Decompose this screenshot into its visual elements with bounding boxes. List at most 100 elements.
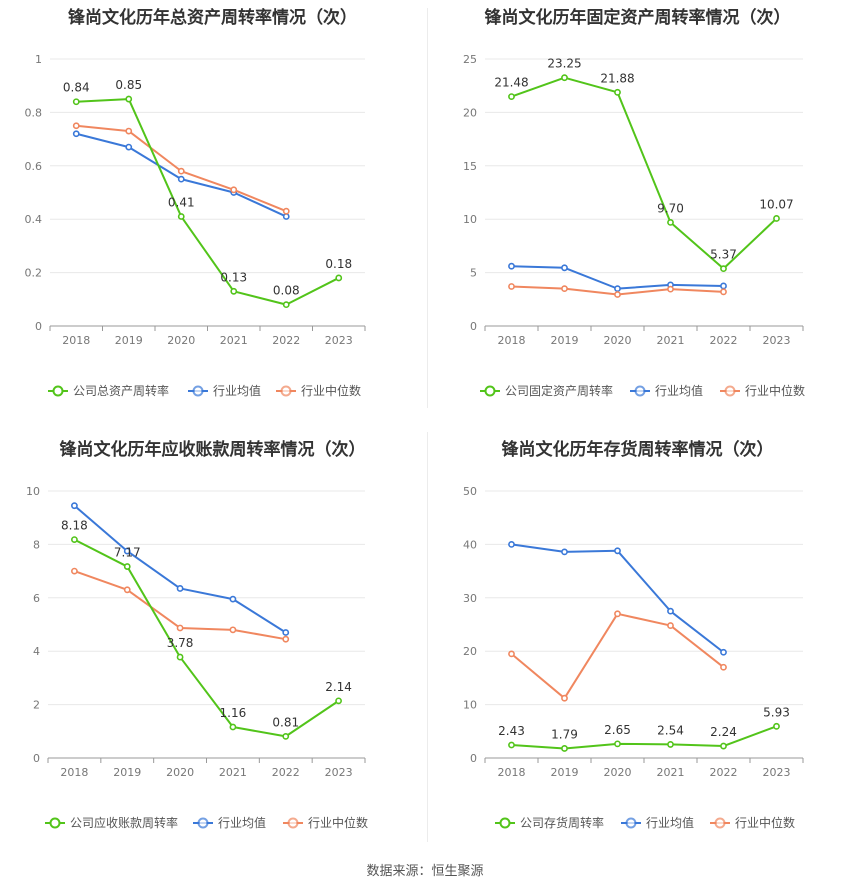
chart-svg: 0 0.2 0.4 0.6 0.8 1 2018 2019 2020 2021 2022 2023 0.… [25, 53, 366, 398]
x-tick-label: 2020 [604, 334, 632, 347]
x-tick-label: 2021 [219, 766, 247, 779]
data-point [561, 745, 568, 752]
x-tick-label: 2021 [657, 334, 685, 347]
data-point [561, 74, 568, 82]
legend-label: 行业中位数 [745, 383, 805, 398]
legend-label: 行业均值 [655, 383, 703, 398]
data-point [720, 742, 727, 750]
data-point [508, 283, 515, 290]
x-tick-label: 2021 [220, 334, 248, 347]
total-asset-turnover-chart: 锋尚文化历年总资产周转率情况（次） 0 0.2 0.4 0.6 0.8 1 2018 2019… [0, 0, 425, 420]
data-point [282, 732, 290, 740]
y-tick-label: 10 [463, 699, 477, 712]
data-point [125, 95, 133, 103]
x-tick-label: 2019 [551, 766, 579, 779]
data-point [508, 262, 515, 270]
y-tick-label: 5 [470, 267, 477, 280]
data-point [720, 288, 727, 296]
series-line [511, 76, 778, 270]
y-tick-label: 1 [35, 53, 42, 66]
data-label: 0.13 [220, 270, 247, 284]
y-tick-label: 10 [26, 485, 40, 498]
data-point [667, 219, 674, 226]
y-tick-label: 25 [463, 53, 477, 66]
legend-swatch-marker [287, 817, 299, 829]
data-point [72, 98, 80, 106]
legend-label: 行业中位数 [735, 815, 795, 830]
data-label: 1.16 [220, 706, 247, 720]
x-tick-label: 2019 [113, 766, 141, 779]
legend-label: 公司应收账款周转率 [70, 815, 178, 830]
data-point [720, 282, 727, 290]
y-tick-label: 40 [463, 538, 477, 551]
data-point [667, 607, 674, 615]
data-point [72, 122, 80, 130]
data-label: 8.18 [61, 519, 88, 533]
legend-swatch-marker [484, 385, 496, 397]
data-label: 21.48 [494, 76, 528, 90]
data-point [282, 629, 290, 636]
chart-title: 锋尚文化历年应收账款周转率情况（次） [59, 440, 366, 460]
legend-swatch-marker [52, 385, 64, 397]
y-tick-label: 6 [33, 592, 40, 605]
data-point [720, 648, 727, 656]
y-tick-label: 0 [470, 752, 477, 765]
data-point [123, 563, 131, 570]
data-point [773, 215, 780, 222]
data-point [123, 547, 131, 555]
y-tick-label: 50 [463, 485, 477, 498]
x-tick-label: 2023 [763, 334, 791, 347]
vertical-divider-bottom [427, 432, 428, 842]
chart-title: 锋尚文化历年固定资产周转率情况（次） [484, 8, 791, 28]
data-label: 0.08 [273, 284, 300, 298]
x-tick-label: 2022 [272, 766, 300, 779]
data-point [230, 287, 238, 295]
data-label: 9.70 [657, 201, 684, 215]
data-point [614, 291, 621, 298]
data-point [282, 213, 290, 220]
legend-label: 公司固定资产周转率 [505, 383, 613, 398]
data-point [229, 723, 237, 731]
y-tick-label: 2 [33, 699, 40, 712]
data-point [508, 541, 515, 548]
x-tick-label: 2022 [710, 334, 738, 347]
x-tick-label: 2022 [710, 766, 738, 779]
receivables-turnover-chart: 锋尚文化历年应收账款周转率情况（次） 0 2 4 6 8 10 2018 2019 2020 20… [0, 430, 425, 850]
data-point [282, 635, 290, 643]
x-tick-label: 2021 [657, 766, 685, 779]
data-label: 0.85 [115, 78, 142, 92]
legend-label: 公司存货周转率 [520, 815, 604, 830]
data-point [176, 653, 184, 661]
data-point [229, 595, 237, 603]
series-line [511, 543, 725, 654]
data-label: 5.37 [710, 248, 737, 262]
fixed-asset-turnover-chart: 锋尚文化历年固定资产周转率情况（次） 0 5 10 15 20 25 2018 2019 202… [425, 0, 850, 420]
legend-swatch-marker [280, 385, 292, 397]
y-tick-label: 0 [470, 320, 477, 333]
data-label: 0.18 [325, 257, 352, 271]
chart-svg: 0 10 20 30 40 50 2018 2019 2020 2021 2022 2023 2.43 1… [463, 485, 804, 830]
data-point [561, 285, 568, 293]
data-point [508, 741, 515, 749]
legend-swatch-marker [714, 817, 726, 829]
data-point [561, 694, 568, 702]
y-tick-label: 0 [33, 752, 40, 765]
data-point [71, 567, 78, 575]
x-tick-label: 2020 [166, 766, 194, 779]
data-label: 23.25 [547, 57, 581, 71]
data-label: 1.79 [551, 727, 578, 741]
data-label: 5.93 [763, 705, 790, 719]
x-tick-label: 2023 [325, 334, 353, 347]
series-line [511, 725, 777, 750]
data-point [282, 207, 290, 215]
data-point [667, 285, 674, 293]
x-tick-label: 2019 [115, 334, 143, 347]
chart-svg: 0 5 10 15 20 25 2018 2019 2020 2021 2022 2023 21.48 2… [463, 53, 805, 398]
x-tick-label: 2018 [498, 766, 526, 779]
x-tick-label: 2023 [325, 766, 353, 779]
legend-swatch-marker [499, 817, 511, 829]
y-tick-label: 15 [463, 160, 477, 173]
x-tick-label: 2023 [763, 766, 791, 779]
data-point [123, 586, 131, 594]
data-label: 2.65 [604, 723, 631, 737]
